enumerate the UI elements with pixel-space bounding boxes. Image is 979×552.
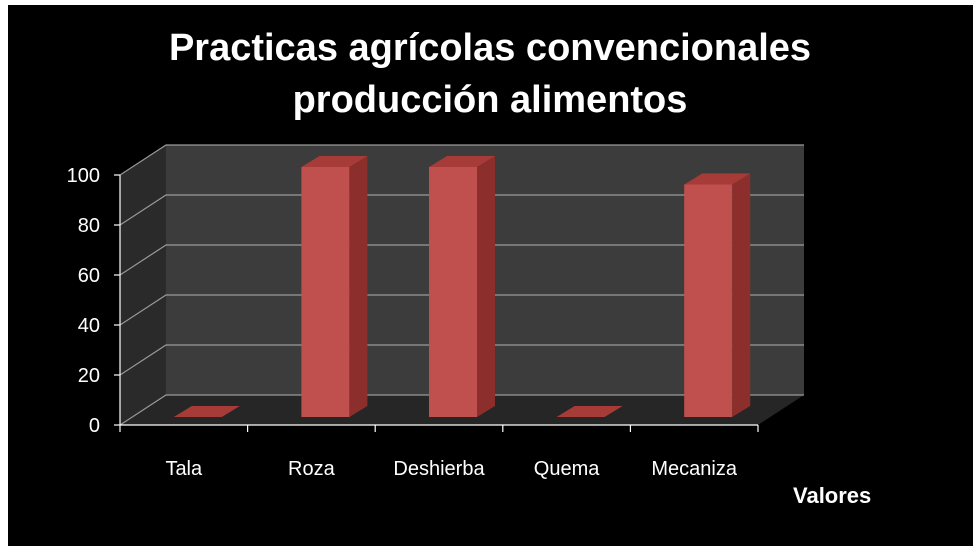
- y-tick-labels: 0 20 40 60 80 100: [67, 165, 100, 437]
- side-wall: [120, 145, 166, 425]
- bar-side: [477, 156, 495, 417]
- x-tick-label: Quema: [534, 458, 600, 480]
- chart-title-line-2: producción alimentos: [293, 79, 688, 121]
- axes: [114, 174, 759, 432]
- bar-chart-svg: Practicas agrícolas convencionales produ…: [67, 27, 872, 508]
- y-tick-label: 80: [78, 215, 100, 237]
- gridlines: [119, 144, 804, 426]
- y-tick-label: 100: [67, 165, 100, 187]
- gridline: [119, 194, 804, 226]
- bar-top: [301, 156, 368, 167]
- bars: [173, 156, 751, 417]
- chart-title-line-1: Practicas agrícolas convencionales: [169, 27, 811, 69]
- x-tick-label: Tala: [165, 458, 203, 480]
- bar-front: [684, 184, 733, 417]
- legend-series-label: Valores: [793, 483, 871, 508]
- y-tick-label: 40: [78, 315, 100, 337]
- x-tick-label: Deshierba: [393, 458, 485, 480]
- y-tick-label: 0: [89, 415, 100, 437]
- y-tick-label: 60: [78, 265, 100, 287]
- gridline: [119, 244, 804, 276]
- bar-top: [556, 406, 623, 417]
- bar-front: [301, 167, 350, 417]
- bar: [556, 406, 623, 417]
- bar-front: [429, 167, 477, 417]
- gridline: [119, 344, 804, 376]
- x-tick-label: Roza: [288, 458, 336, 480]
- bar-top: [684, 173, 751, 185]
- bar: [173, 406, 240, 417]
- bar-side: [349, 156, 368, 417]
- gridline: [119, 294, 804, 326]
- bar-top: [429, 156, 495, 167]
- bar: [684, 173, 751, 417]
- x-tick-label: Mecaniza: [651, 458, 737, 480]
- chart-area: Practicas agrícolas convencionales produ…: [8, 5, 973, 546]
- bar-top: [173, 406, 240, 417]
- gridline: [119, 394, 804, 426]
- gridline: [119, 144, 804, 176]
- bar: [429, 156, 495, 417]
- x-tick-labels: Tala Roza Deshierba Quema Mecaniza: [165, 458, 737, 480]
- bar-side: [732, 173, 751, 417]
- y-tick-label: 20: [78, 365, 100, 387]
- bar: [301, 156, 368, 417]
